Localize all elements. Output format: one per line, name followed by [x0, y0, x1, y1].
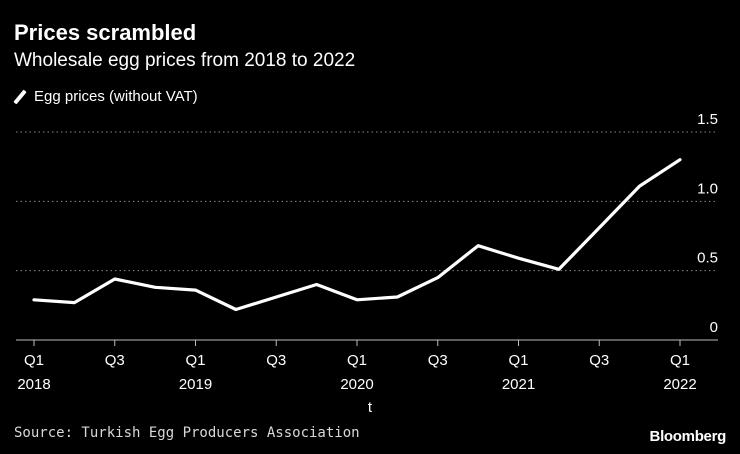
x-tick-label: Q3: [105, 352, 125, 369]
chart-subtitle: Wholesale egg prices from 2018 to 2022: [14, 50, 356, 71]
y-tick-label: 1.0: [697, 180, 718, 197]
legend-label: Egg prices (without VAT): [34, 88, 198, 105]
x-tick-year: 2019: [179, 376, 212, 393]
x-tick-label: Q3: [589, 352, 609, 369]
x-tick-year: 2021: [502, 376, 535, 393]
source-note: Source: Turkish Egg Producers Associatio…: [14, 425, 360, 441]
y-tick-label: 0.5: [697, 250, 718, 267]
x-tick-label: Q3: [428, 352, 448, 369]
x-tick-label: Q1: [347, 352, 367, 369]
x-tick-year: 2020: [340, 376, 373, 393]
x-tick-label: Q3: [266, 352, 286, 369]
bloomberg-logo: Bloomberg: [649, 428, 727, 445]
x-tick-label: Q1: [508, 352, 528, 369]
x-axis-label: t: [368, 399, 373, 416]
x-tick-year: 2022: [663, 376, 696, 393]
x-tick-label: Q1: [670, 352, 690, 369]
chart-title: Prices scrambled: [14, 20, 197, 45]
x-tick-label: Q1: [185, 352, 205, 369]
y-tick-label: 1.5: [697, 111, 718, 128]
series-line-0: [32, 158, 682, 312]
x-tick-label: Q1: [24, 352, 44, 369]
y-tick-label: 0: [710, 319, 718, 336]
legend: Egg prices (without VAT): [13, 88, 198, 105]
x-tick-year: 2018: [17, 376, 50, 393]
